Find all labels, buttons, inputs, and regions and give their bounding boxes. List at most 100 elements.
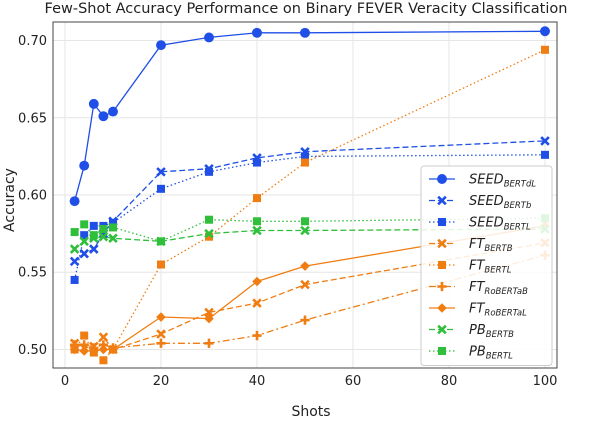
data-point	[540, 136, 550, 146]
legend-label-subscript: BERTb	[504, 201, 532, 211]
x-axis-label: Shots	[291, 404, 330, 420]
legend-label-subscript: BERTL	[486, 352, 513, 362]
x-axis: 0 20 40 60 80 100	[61, 374, 558, 389]
data-point	[109, 223, 117, 232]
series-line	[74, 217, 546, 242]
data-point	[204, 32, 214, 43]
x-tick-label: 80	[441, 374, 458, 389]
data-point	[156, 312, 166, 322]
data-point	[253, 158, 261, 167]
legend-marker	[438, 261, 446, 269]
data-point	[253, 217, 261, 226]
legend-label-subscript: BERTdL	[504, 180, 537, 190]
data-point	[108, 344, 118, 355]
x-tick-label: 0	[61, 374, 69, 389]
data-point	[157, 260, 165, 269]
data-point	[541, 45, 549, 54]
data-point	[69, 256, 80, 267]
data-point	[156, 40, 166, 51]
data-point	[541, 150, 549, 159]
data-point	[89, 221, 98, 230]
y-axis-label: Accuracy	[2, 168, 18, 232]
data-point	[204, 228, 214, 239]
plot-frame	[52, 21, 558, 369]
data-point	[69, 344, 80, 355]
data-point	[99, 356, 108, 365]
data-point	[205, 167, 213, 176]
data-point	[300, 225, 310, 236]
series-line	[74, 225, 546, 352]
data-point	[79, 160, 90, 171]
legend-label-subscript: RoBERTaL	[484, 309, 527, 319]
legend-label-subscript: RoBERTaB	[484, 287, 528, 297]
legend-marker	[437, 303, 447, 313]
data-point	[79, 248, 89, 259]
data-point	[70, 228, 79, 237]
data-point	[300, 315, 310, 325]
data-point	[253, 194, 261, 203]
legend-marker	[437, 195, 447, 206]
data-point	[204, 313, 214, 324]
legend-box	[420, 165, 553, 366]
legend-label-subscript: BERTL	[484, 266, 511, 276]
data-point	[540, 26, 550, 37]
data-point	[108, 106, 118, 117]
y-axis: 0.50 0.55 0.60 0.65 0.70	[18, 34, 47, 358]
data-point	[156, 167, 166, 177]
legend-label-subscript: BERTB	[484, 244, 512, 254]
data-point	[252, 298, 262, 308]
data-point	[80, 220, 89, 229]
x-tick-label: 60	[345, 374, 362, 389]
data-point	[252, 225, 262, 236]
x-tick-label: 20	[153, 374, 170, 389]
y-tick-label: 0.70	[18, 34, 47, 49]
data-point	[88, 98, 99, 109]
data-point	[98, 111, 109, 122]
series-layer	[69, 26, 550, 365]
y-tick-label: 0.60	[18, 189, 47, 204]
data-point	[109, 218, 117, 227]
data-point	[205, 232, 213, 241]
data-point	[80, 231, 89, 240]
data-point	[156, 329, 166, 339]
data-point	[98, 344, 109, 355]
data-point	[157, 184, 165, 193]
data-point	[108, 233, 118, 244]
data-point	[89, 244, 99, 254]
data-point	[300, 261, 310, 271]
legend-marker	[437, 238, 447, 249]
data-point	[252, 27, 262, 38]
series-line	[74, 254, 546, 349]
series-6	[69, 221, 550, 356]
y-tick-label: 0.55	[18, 266, 47, 281]
legend: SEEDBERTdLSEEDBERTbSEEDBERTLFTBERTBFTBER…	[420, 165, 553, 366]
data-point	[204, 307, 214, 318]
data-point	[157, 237, 165, 246]
series-1	[69, 136, 550, 267]
y-tick-label: 0.65	[18, 111, 47, 126]
x-tick-label: 40	[249, 374, 266, 389]
data-point	[89, 346, 99, 356]
data-point	[301, 217, 309, 226]
data-point	[205, 215, 213, 224]
series-8	[70, 214, 549, 246]
data-point	[301, 158, 309, 167]
data-point	[89, 231, 98, 240]
x-tick-label: 100	[533, 374, 558, 389]
data-point	[252, 276, 262, 287]
data-point	[301, 152, 309, 161]
chart-title: Few-Shot Accuracy Performance on Binary …	[45, 1, 568, 17]
legend-marker	[437, 281, 447, 292]
legend-marker	[438, 218, 446, 226]
data-point	[156, 338, 166, 348]
series-line	[74, 242, 546, 351]
series-line	[74, 140, 546, 262]
legend-label-subscript: BERTB	[486, 330, 514, 340]
data-point	[99, 224, 108, 233]
legend-marker	[437, 324, 447, 335]
data-point	[80, 331, 89, 340]
legend-marker	[438, 347, 446, 355]
plot-border	[52, 21, 558, 369]
y-tick-label: 0.50	[18, 343, 47, 358]
